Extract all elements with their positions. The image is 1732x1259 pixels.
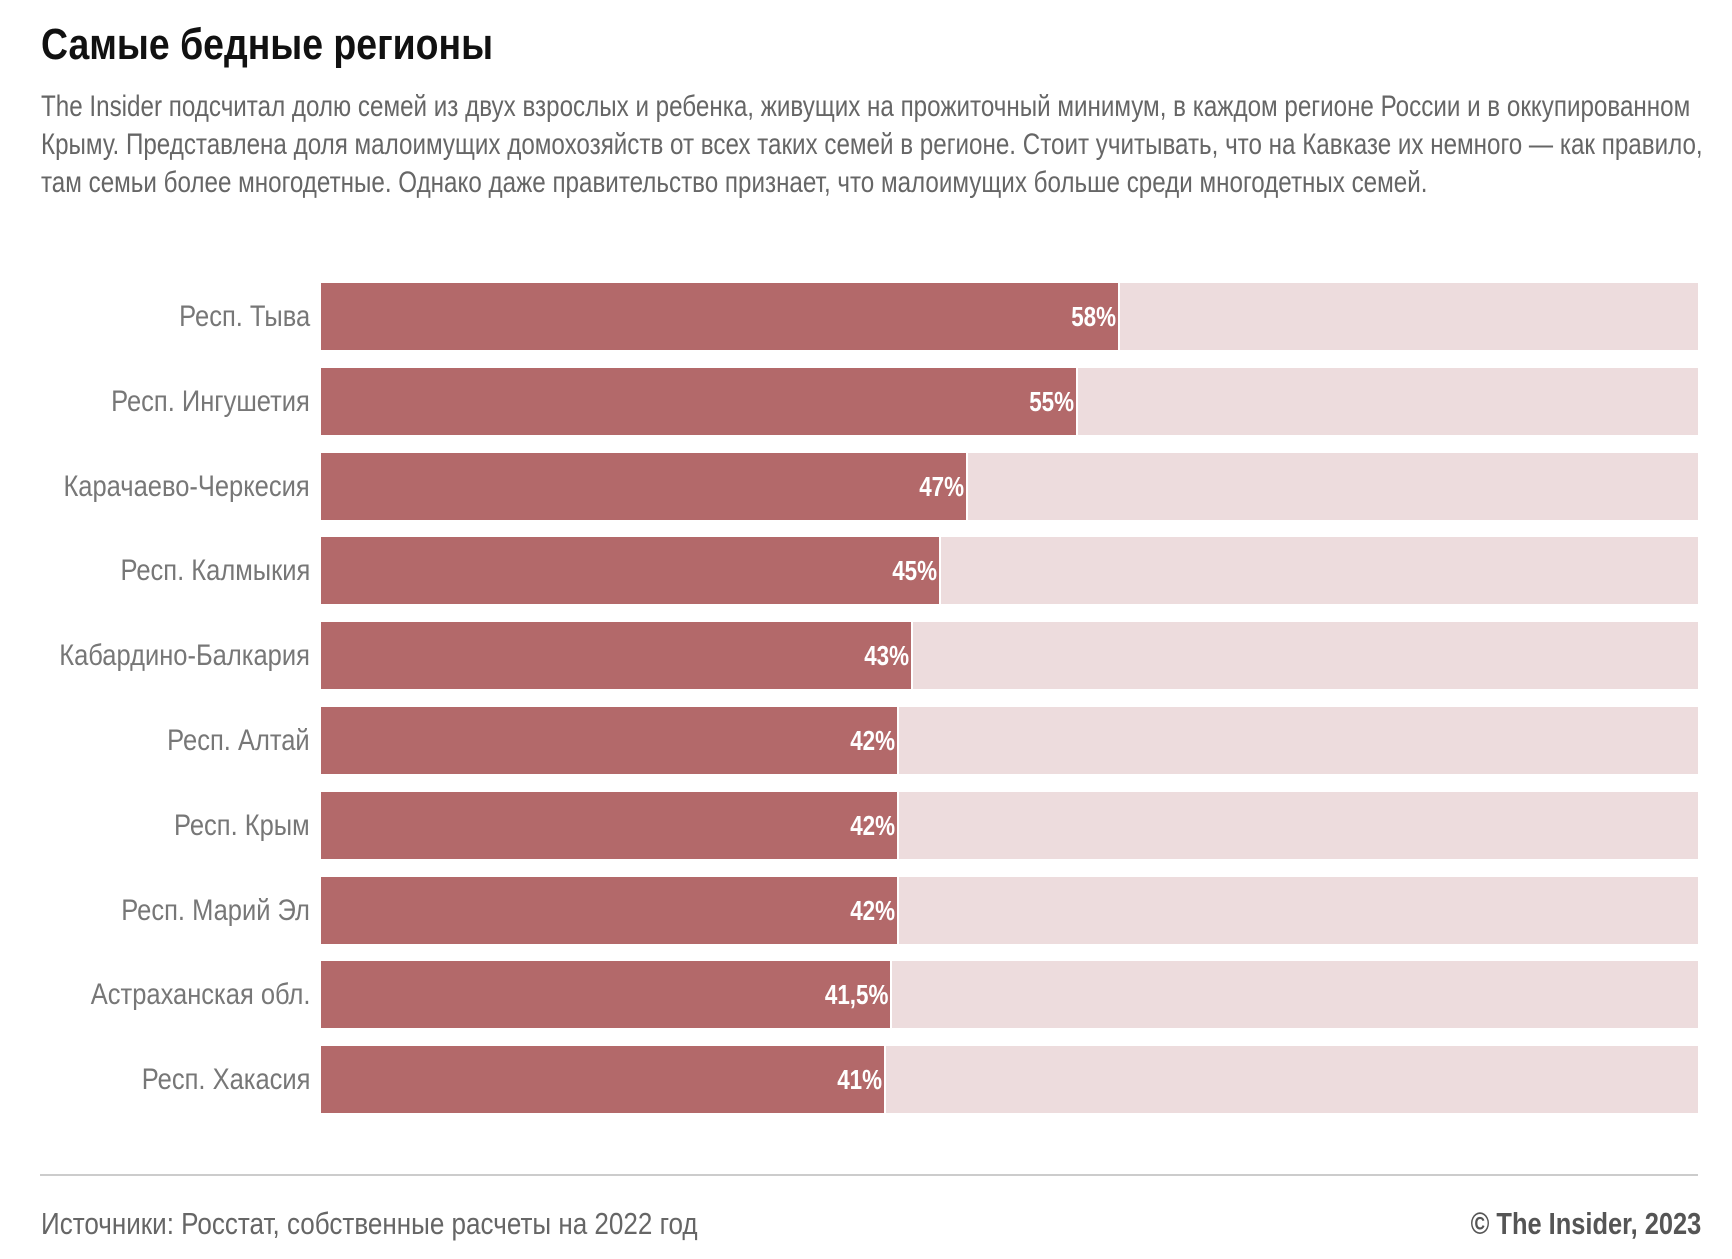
bar-row: Респ. Тыва 58% — [0, 283, 1732, 350]
bar-row: Респ. Калмыкия 45% — [0, 537, 1732, 605]
category-label: Карачаево-Черкесия — [63, 469, 310, 503]
bar: 42% — [321, 876, 900, 944]
bar-track: 47% — [321, 452, 1698, 520]
bar: 47% — [321, 452, 969, 520]
bar-track: 43% — [321, 622, 1698, 690]
bar-row: Карачаево-Черкесия 47% — [0, 452, 1732, 520]
bar-track: 42% — [321, 707, 1698, 774]
bar: 58% — [321, 283, 1120, 350]
data-label: 42% — [850, 809, 896, 841]
copyright: © The Insider, 2023 — [1470, 1206, 1701, 1241]
data-label: 58% — [1070, 301, 1116, 332]
source-note: Источники: Росстат, собственные расчеты … — [41, 1206, 698, 1241]
category-label: Респ. Хакасия — [141, 1063, 310, 1097]
category-label: Респ. Калмыкия — [120, 554, 310, 588]
bar-chart: Респ. Тыва 58% Респ. Ингушетия 55% Карачаево… — [0, 283, 1732, 1114]
data-label: 47% — [919, 470, 965, 502]
bar: 42% — [321, 707, 900, 774]
bar: 41,5% — [321, 961, 893, 1029]
bar-track: 45% — [321, 537, 1698, 605]
bar-row: Респ. Хакасия 41% — [0, 1046, 1732, 1114]
bar-track: 55% — [321, 367, 1698, 435]
data-label: 41% — [836, 1064, 882, 1096]
bar: 43% — [321, 622, 914, 690]
bar: 55% — [321, 367, 1079, 435]
category-label: Респ. Алтай — [167, 724, 310, 757]
bar: 45% — [321, 537, 941, 605]
bar-track: 42% — [321, 876, 1698, 944]
category-label: Респ. Тыва — [178, 300, 310, 333]
bar-track: 42% — [321, 791, 1698, 859]
bar-row: Кабардино-Балкария 43% — [0, 622, 1732, 690]
bar-row: Респ. Ингушетия 55% — [0, 367, 1732, 435]
bar-track: 58% — [321, 283, 1698, 350]
data-label: 42% — [850, 894, 896, 926]
bar-row: Респ. Крым 42% — [0, 791, 1732, 859]
bar: 42% — [321, 791, 900, 859]
data-label: 55% — [1029, 385, 1075, 417]
category-label: Кабардино-Балкария — [59, 639, 310, 673]
category-label: Респ. Марий Эл — [121, 893, 310, 927]
bar-track: 41,5% — [321, 961, 1698, 1029]
category-label: Астраханская обл. — [90, 978, 310, 1012]
data-label: 45% — [891, 555, 937, 587]
bar-row: Астраханская обл. 41,5% — [0, 961, 1732, 1029]
data-label: 42% — [850, 725, 896, 756]
bar-track: 41% — [321, 1046, 1698, 1114]
footer-divider — [40, 1174, 1698, 1176]
data-label: 43% — [864, 640, 910, 672]
category-label: Респ. Ингушетия — [111, 384, 310, 418]
category-label: Респ. Крым — [174, 808, 310, 842]
data-label: 41,5% — [824, 979, 889, 1011]
chart-subtitle: The Insider подсчитал долю семей из двух… — [41, 90, 1703, 199]
chart-title: Самые бедные регионы — [41, 20, 494, 69]
bar-row: Респ. Марий Эл 42% — [0, 876, 1732, 944]
bar-row: Респ. Алтай 42% — [0, 707, 1732, 774]
bar: 41% — [321, 1046, 886, 1114]
